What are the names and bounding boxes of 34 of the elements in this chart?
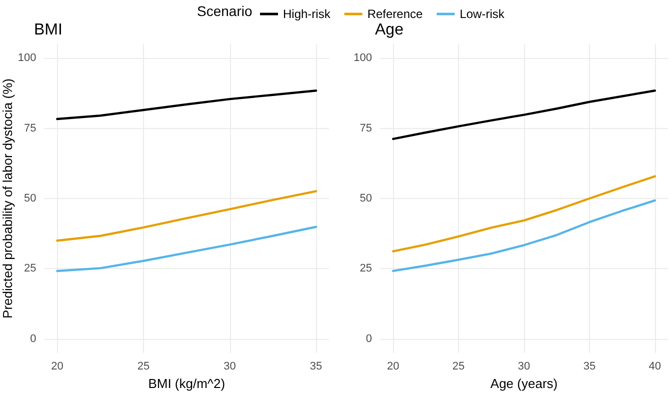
y-tick-label: 75 xyxy=(360,122,372,134)
x-tick-label: 35 xyxy=(583,360,596,372)
x-tick-label: 25 xyxy=(137,360,150,372)
x-tick-label: 30 xyxy=(518,360,530,372)
x-tick-label: 35 xyxy=(310,360,322,372)
x-tick-label: 30 xyxy=(224,360,236,372)
x-tick-label: 25 xyxy=(452,360,465,372)
x-tick-label: 20 xyxy=(51,360,64,372)
chart-title: Age xyxy=(375,22,404,38)
y-tick-label: 50 xyxy=(360,192,372,204)
x-axis-title: Age (years) xyxy=(490,376,558,391)
y-tick-label: 0 xyxy=(30,332,36,345)
y-tick-label: 25 xyxy=(360,262,372,275)
y-tick-label: 50 xyxy=(24,192,36,204)
y-tick-label: 0 xyxy=(366,332,372,345)
line-series xyxy=(392,90,656,140)
y-axis-title: Predicted probability of labor dystocia (%) xyxy=(0,78,15,318)
y-tick-label: 100 xyxy=(354,52,372,64)
line-series xyxy=(392,175,656,252)
line-series xyxy=(56,226,318,272)
y-tick-label: 100 xyxy=(18,52,36,64)
y-tick-label: 75 xyxy=(24,122,36,134)
legend-label: Reference xyxy=(367,7,424,21)
legend-title: Scenario xyxy=(197,3,252,19)
x-tick-label: 40 xyxy=(648,360,662,372)
y-tick-label: 25 xyxy=(24,262,36,275)
chart-title: BMI xyxy=(34,22,62,38)
x-axis-title: BMI (kg/m^2) xyxy=(148,376,226,391)
x-tick-label: 20 xyxy=(386,360,400,372)
line-series xyxy=(56,90,318,120)
legend-label: High-risk xyxy=(283,7,332,21)
line-series xyxy=(56,190,318,242)
line-series xyxy=(392,199,656,272)
legend-label: Low-risk xyxy=(460,7,506,21)
